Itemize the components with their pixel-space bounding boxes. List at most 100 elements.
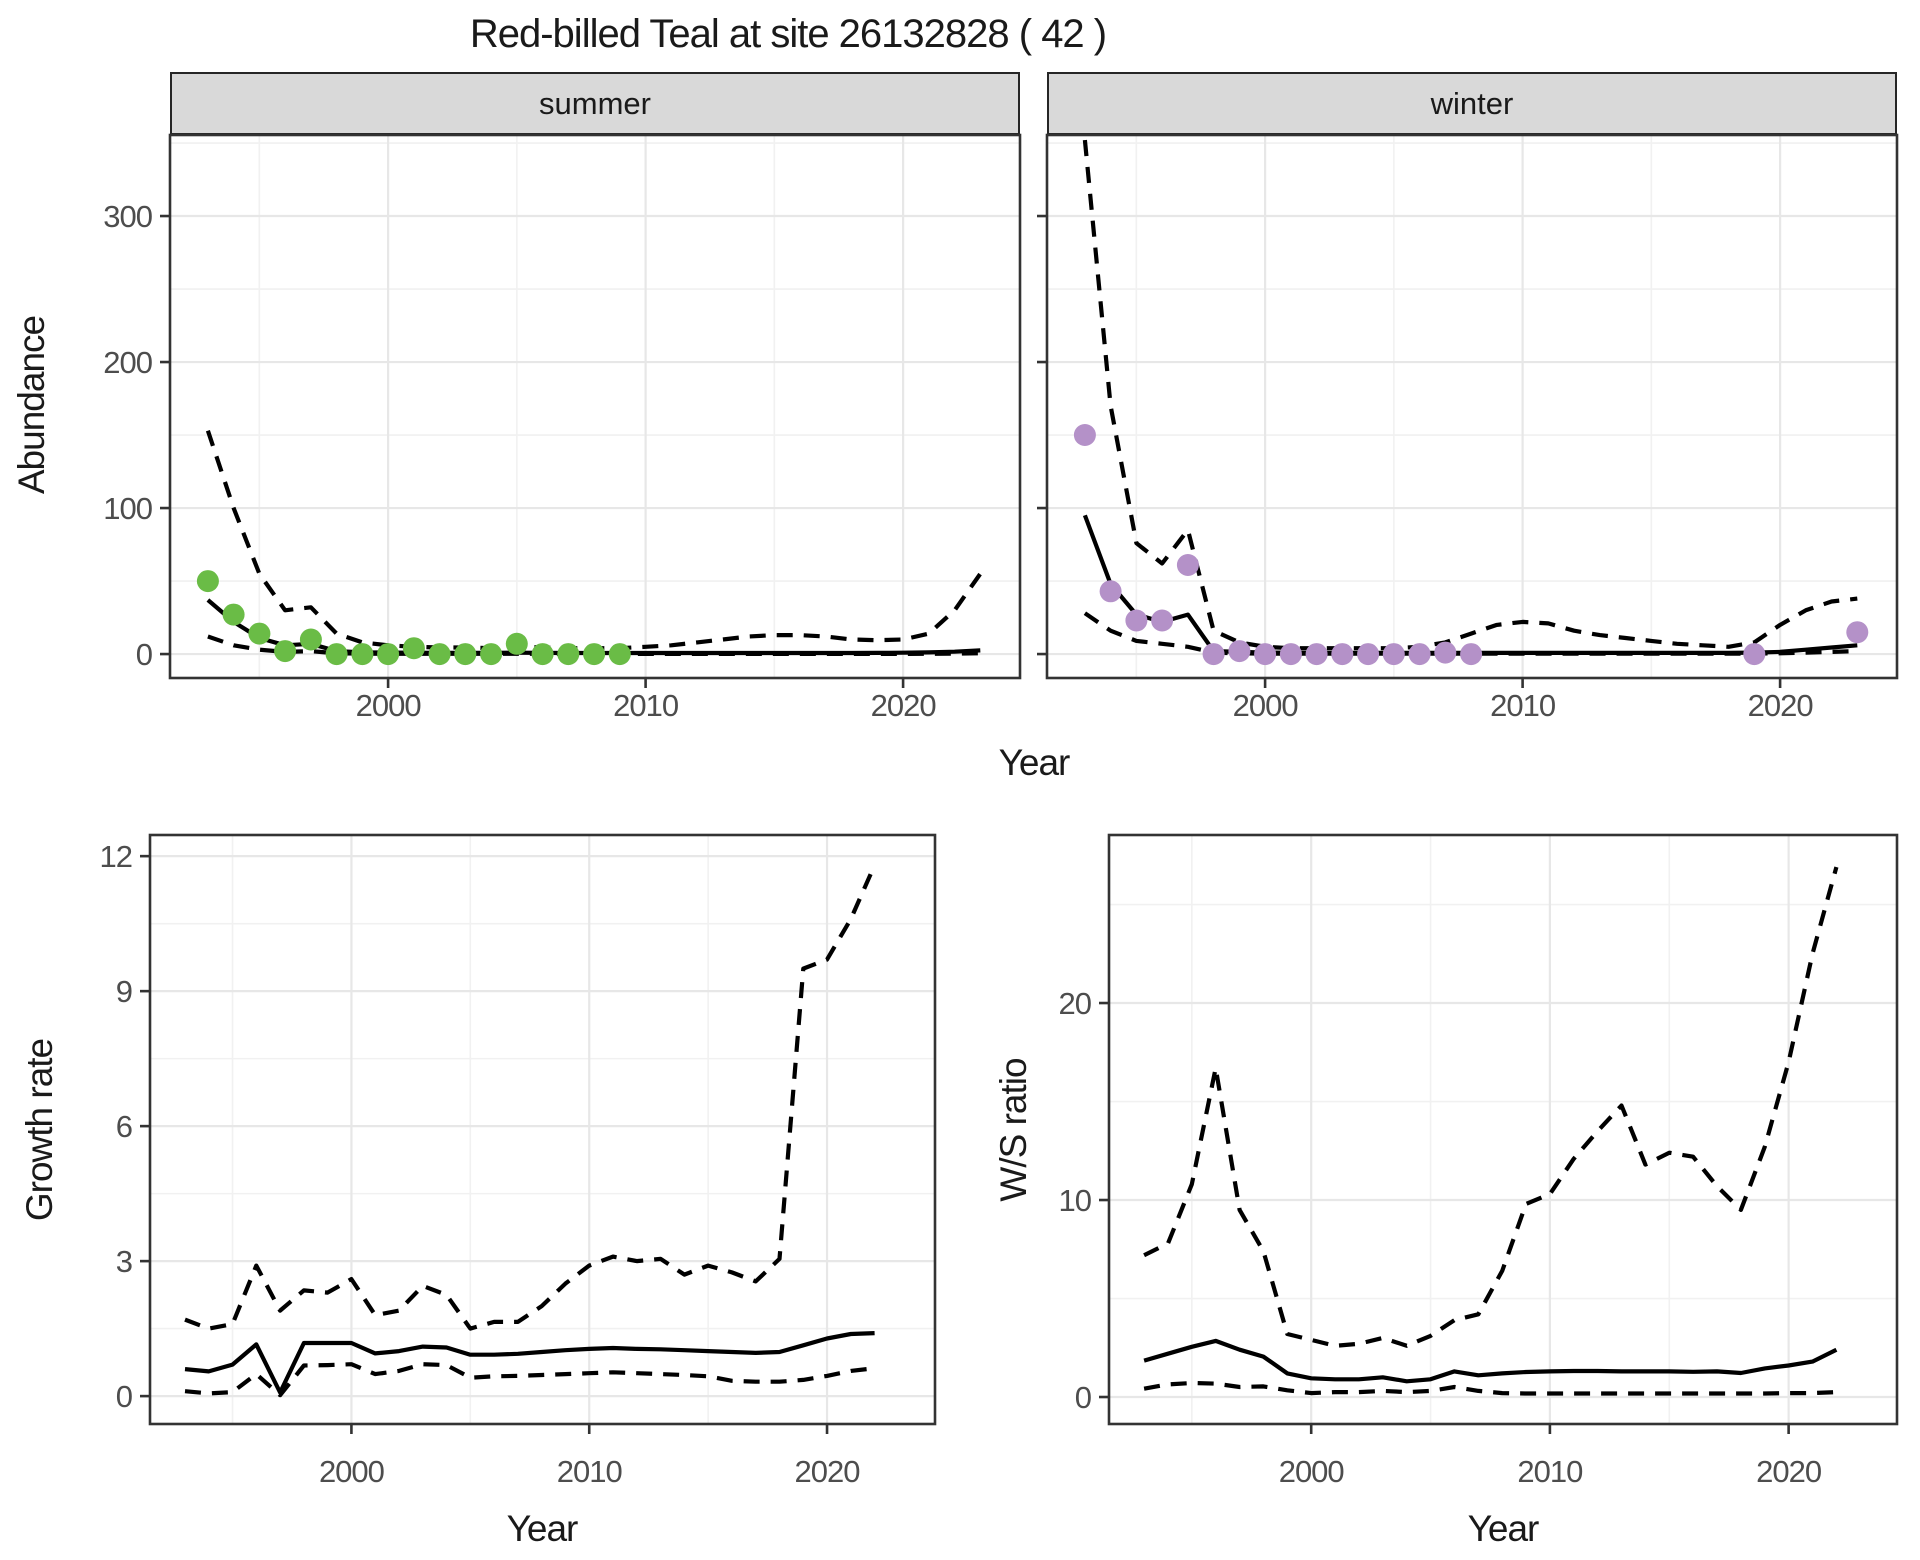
data-point (557, 643, 580, 666)
summer-abundance-chart: 2000 2010 2020 0 100 200 300 (103, 133, 1022, 723)
data-point (1176, 554, 1199, 576)
data-point (1099, 580, 1122, 603)
x-tick-label: 2000 (1233, 688, 1299, 723)
year-axis-title-top: Year (998, 742, 1071, 783)
y-tick-label: 100 (103, 491, 152, 526)
grid-major (150, 835, 935, 1424)
observed-counts-summer (196, 570, 631, 666)
ws-lower-ci-line (1143, 1380, 1837, 1396)
data-point (1125, 609, 1148, 632)
y-tick-label: 12 (100, 839, 132, 874)
y-axis-ticks: 0 100 200 300 (103, 199, 170, 672)
y-tick-label: 0 (136, 637, 153, 672)
y-tick-label: 300 (103, 199, 152, 234)
y-tick-label: 20 (1059, 986, 1092, 1021)
panel-border (168, 133, 1022, 680)
data-point (1228, 640, 1251, 663)
y-tick-label: 9 (116, 974, 132, 1009)
grid-major (1109, 835, 1897, 1424)
data-point (325, 643, 348, 666)
data-point (1408, 643, 1431, 666)
grid-minor (1109, 835, 1897, 1424)
y-tick-label: 0 (1075, 1380, 1092, 1415)
data-point (222, 603, 245, 626)
panel-border (1045, 133, 1899, 680)
x-tick-label: 2010 (613, 688, 679, 723)
x-tick-label: 2020 (1748, 688, 1814, 723)
series-lines (1143, 866, 1839, 1396)
data-point (351, 643, 374, 666)
abundance-axis-title: Abundance (11, 315, 52, 495)
data-point (1279, 643, 1302, 666)
page-title: Red-billed Teal at site 26132828 ( 42 ) (469, 12, 1107, 56)
winter-upper-ci-line (1082, 139, 1858, 651)
data-point (1151, 609, 1174, 632)
data-point (248, 622, 271, 645)
y-tick-label: 6 (116, 1109, 132, 1144)
x-tick-label: 2000 (356, 688, 422, 723)
x-axis-ticks: 2000 2010 2020 (1233, 678, 1814, 723)
data-point (608, 643, 631, 666)
y-tick-label: 10 (1059, 1183, 1092, 1218)
x-tick-label: 2020 (1756, 1454, 1822, 1489)
y-axis-ticks: 0 10 20 (1059, 986, 1109, 1415)
ws-median-line (1143, 1338, 1838, 1384)
data-point (531, 643, 554, 666)
x-axis-ticks: 2000 2010 2020 (319, 1424, 861, 1489)
facet-strip-summer: summer (170, 72, 1020, 135)
panel-border (1107, 833, 1899, 1426)
x-tick-label: 2020 (795, 1454, 861, 1489)
x-axis-ticks: 2000 2010 2020 (1279, 1424, 1823, 1489)
data-point (1357, 643, 1380, 666)
data-point (1382, 643, 1405, 666)
winter-abundance-chart: 2000 2010 2020 (1037, 133, 1899, 723)
x-tick-label: 2020 (871, 688, 937, 723)
y-axis-ticks: 0 3 6 9 12 (100, 839, 150, 1414)
facet-strip-winter-label: winter (1430, 85, 1514, 121)
growth-rate-chart: 2000 2010 2020 0 3 6 9 12 (100, 833, 937, 1489)
x-tick-label: 2000 (319, 1454, 385, 1489)
year-axis-title-growth: Year (506, 1508, 579, 1549)
y-tick-label: 3 (116, 1244, 132, 1279)
ws-upper-ci-line (1143, 866, 1839, 1348)
x-tick-label: 2010 (1517, 1454, 1583, 1489)
series-lines (184, 864, 877, 1398)
data-point (1254, 643, 1277, 666)
data-point (454, 643, 477, 666)
data-point (1073, 424, 1096, 446)
year-axis-title-ws: Year (1467, 1508, 1540, 1549)
x-axis-ticks: 2000 2010 2020 (356, 678, 937, 723)
data-point (505, 632, 528, 655)
x-tick-label: 2010 (557, 1454, 623, 1489)
y-axis-ticks (1037, 214, 1047, 656)
data-point (480, 643, 503, 666)
data-point (196, 570, 219, 593)
y-tick-label: 0 (116, 1379, 133, 1414)
data-point (428, 643, 451, 666)
observed-counts-winter (1073, 424, 1869, 666)
grid-minor (1047, 135, 1897, 678)
data-point (1331, 643, 1354, 666)
data-point (402, 637, 425, 660)
grid-minor (170, 135, 1020, 678)
growth-upper-ci-line (184, 864, 877, 1331)
ws-ratio-chart: 2000 2010 2020 0 10 20 (1059, 833, 1899, 1489)
growth-rate-axis-title: Growth rate (19, 1038, 60, 1222)
data-point (583, 643, 606, 666)
data-point (1305, 643, 1328, 666)
y-tick-label: 200 (103, 345, 152, 380)
data-point (299, 628, 322, 651)
growth-lower-ci-line (184, 1362, 875, 1398)
panel-border (148, 833, 937, 1426)
data-point (1846, 621, 1869, 644)
data-point (1743, 643, 1766, 666)
grid-minor (150, 835, 935, 1424)
x-tick-label: 2010 (1490, 688, 1556, 723)
growth-median-line (184, 1331, 875, 1395)
data-point (1460, 643, 1483, 666)
data-point (1434, 641, 1457, 664)
facet-strip-winter: winter (1047, 72, 1897, 135)
facet-strip-summer-label: summer (539, 85, 651, 121)
data-point (1202, 643, 1225, 666)
